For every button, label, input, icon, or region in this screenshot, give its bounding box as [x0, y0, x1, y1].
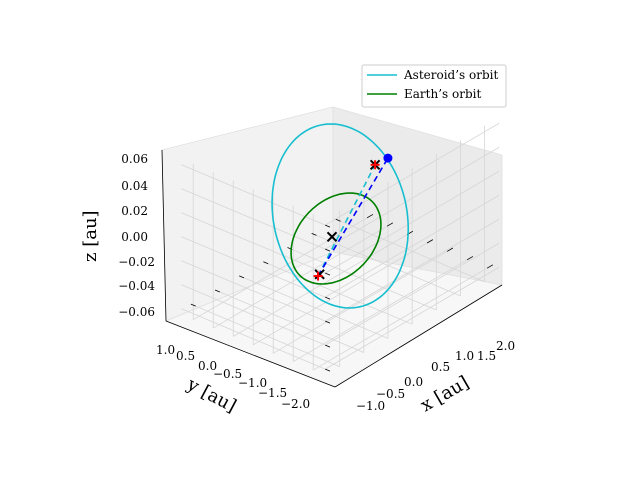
tick-marks — [190, 214, 494, 372]
z-tick-mark — [325, 320, 331, 324]
y-tick-label: 0.0 — [198, 359, 217, 373]
secondary-trajectory-line — [317, 164, 376, 277]
z-tick-label: −0.02 — [118, 255, 155, 269]
grid-line-z-side — [181, 188, 326, 250]
asteroid-orbit-line — [271, 123, 409, 309]
z-tick-label: 0.04 — [121, 179, 148, 193]
grid-line-y-floor — [293, 259, 468, 363]
z-axis-line — [161, 149, 167, 322]
x-marker — [314, 269, 325, 280]
y-tick-label: −1.5 — [258, 386, 287, 400]
y-tick-label: 0.5 — [176, 349, 195, 363]
grid-line-z-back — [325, 122, 500, 226]
legend-label-asteroid: Asteroid’s orbit — [403, 68, 498, 82]
x-tick-mark — [311, 233, 317, 236]
z-tick-label: 0.00 — [121, 230, 148, 244]
z-tick-mark — [325, 248, 331, 252]
z-axis-label: z [au] — [80, 210, 101, 262]
legend-box — [361, 64, 507, 108]
y-tick-label: −1.0 — [238, 376, 267, 390]
y-axis-line — [165, 320, 336, 388]
z-tick-mark — [325, 368, 331, 372]
x-tick-label: 0.5 — [431, 360, 450, 374]
x-tick-label: 0.0 — [404, 375, 423, 389]
x-tick-label: 2.0 — [496, 339, 515, 353]
grid-line-z-back — [325, 242, 500, 346]
y-tick-mark — [466, 256, 474, 261]
grid-line-z-back — [325, 170, 500, 274]
grid-line-y-floor — [233, 234, 408, 337]
grid-line-z-side — [181, 164, 326, 226]
x-tick-mark — [263, 261, 269, 265]
z-tick-mark — [325, 272, 331, 276]
x-tick-mark — [239, 275, 245, 279]
transfer-trajectory-line — [317, 157, 389, 277]
x-tick-label: 1.5 — [477, 349, 496, 363]
grid-line-z-side — [181, 308, 326, 370]
y-tick-mark — [366, 214, 374, 219]
grid-line-y-floor — [213, 225, 388, 329]
legend-label-earth: Earth’s orbit — [404, 87, 481, 101]
x-tick-mark — [214, 289, 221, 293]
grid-line-z-side — [181, 236, 326, 298]
grid-line-z-back — [325, 146, 500, 250]
grid-line-z-side — [181, 212, 326, 274]
y-tick-mark — [426, 239, 434, 244]
x-tick-mark — [190, 303, 196, 307]
grid-line-z-back — [325, 194, 500, 298]
grid-line-y-floor — [193, 217, 368, 321]
y-tick-labels: 1.0 0.5 0.0 −0.5 −1.0 −1.5 −2.0 — [156, 343, 310, 411]
grid-lines — [181, 122, 500, 371]
grid-line-z-side — [181, 284, 326, 346]
z-tick-label: 0.06 — [121, 152, 148, 166]
x-tick-label: 1.0 — [455, 349, 474, 363]
z-tick-label: −0.06 — [118, 305, 155, 319]
x-tick-mark — [335, 218, 341, 222]
x-marker — [326, 231, 338, 243]
x-axis-line — [334, 284, 503, 388]
x-axis-label: x [au] — [417, 372, 473, 416]
z-tick-labels: 0.06 0.04 0.02 0.00 −0.02 −0.04 −0.06 — [118, 152, 155, 319]
z-tick-mark — [325, 344, 331, 348]
z-tick-mark — [325, 224, 331, 228]
y-tick-mark — [386, 222, 394, 227]
x-tick-label: −0.5 — [376, 387, 405, 401]
y-tick-label: 1.0 — [156, 343, 175, 357]
grid-line-z-back — [325, 266, 500, 370]
z-tick-label: 0.02 — [121, 204, 148, 218]
dot-marker — [383, 153, 393, 163]
x-tick-labels: −1.0 −0.5 0.0 0.5 1.0 1.5 2.0 — [356, 339, 515, 413]
y-tick-label: −0.5 — [213, 367, 242, 381]
grid-line-y-floor — [253, 242, 428, 346]
y-tick-mark — [446, 247, 454, 252]
x-marker-stroke — [314, 269, 325, 280]
x-tick-label: −1.0 — [356, 399, 385, 413]
grid-line-z-back — [325, 218, 500, 322]
legend: Asteroid’s orbit Earth’s orbit — [361, 64, 507, 108]
earth-orbit-line — [290, 192, 382, 285]
grid-line-y-floor — [273, 251, 448, 354]
plot-marks — [271, 123, 409, 309]
plus-marker — [370, 160, 380, 170]
z-tick-mark — [325, 296, 331, 300]
grid-line-y-floor — [313, 267, 488, 371]
z-tick-label: −0.04 — [118, 279, 155, 293]
plus-marker — [313, 271, 323, 281]
y-tick-mark — [486, 264, 494, 269]
y-tick-label: −2.0 — [281, 397, 310, 411]
x-marker-stroke — [326, 231, 338, 243]
grid-line-z-side — [181, 260, 326, 322]
